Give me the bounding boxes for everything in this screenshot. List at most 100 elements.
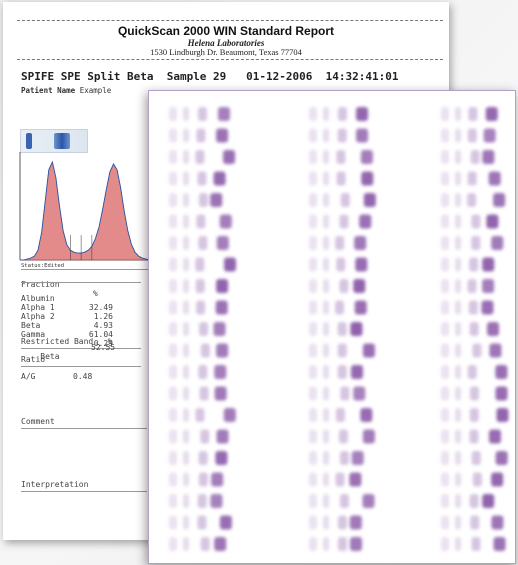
gel-band [441,171,449,186]
gel-band [455,171,461,186]
fraction-value: 4.93 [93,321,113,330]
gel-band [362,429,375,444]
gel-band [441,451,449,465]
gel-band [339,451,349,465]
gel-band [323,386,329,401]
gel-band [309,279,317,293]
patient-name-value: Example [79,86,112,95]
gel-band [309,386,317,401]
table-row: Beta 61.04 [21,312,113,348]
gel-band [309,322,317,336]
gel-band [215,451,228,465]
gel-band [309,107,317,121]
restricted-band-title: Restricted Band [21,337,94,346]
gel-band [54,133,70,149]
gel-band [441,128,449,143]
gel-band [198,236,208,250]
gel-band [169,171,177,186]
gel-band [323,107,329,121]
ratio-divider [21,366,141,367]
gel-band [335,300,345,315]
gel-band [483,128,496,143]
gel-band [309,515,317,530]
gel-band [360,408,373,422]
gel-band [195,279,205,293]
fraction-table-header: Fraction % [21,271,98,307]
gel-band [469,429,479,444]
gel-band [467,171,477,186]
gel-band [200,343,210,358]
gel-band [195,257,205,272]
fraction-value: 0.29 [93,339,113,348]
restricted-beta-label: Beta [40,352,60,361]
gel-band [350,537,363,551]
gel-band [441,236,449,250]
gel-band [441,515,449,530]
gel-band [323,365,329,379]
gel-band [200,537,210,551]
gel-band [323,322,329,336]
gel-band [441,429,449,444]
gel-band [455,451,461,465]
gel-band [491,236,504,250]
gel-band [169,107,177,121]
gel-band [183,236,189,250]
gel-band [323,300,329,315]
gel-band [354,300,367,315]
gel-band [455,515,461,530]
fraction-name: Gamma [21,330,46,339]
gel-band [337,322,347,336]
gel-band [309,214,317,229]
gel-band [169,150,177,164]
gel-band [183,128,189,143]
gel-band [309,408,317,422]
gel-band [455,236,461,250]
gel-band [362,494,375,508]
table-row: Alpha 2 4.93 [21,303,113,339]
gel-band [340,386,350,401]
gel-band [469,494,479,508]
gel-band [487,322,500,336]
gel-band [198,193,208,207]
gel-band [309,236,317,250]
gel-band [309,171,317,186]
gel-band [336,171,346,186]
gel-band [216,343,229,358]
gel-band [353,279,366,293]
gel-band [472,472,482,487]
gel-band [356,107,369,121]
gel-band [169,386,177,401]
gel-band [488,429,501,444]
gel-band [455,257,461,272]
gel-band [183,494,189,508]
gel-band [441,214,449,229]
gel-band [493,537,506,551]
status-divider [21,269,149,270]
gel-band [335,472,345,487]
gel-band [183,343,189,358]
gel-band [482,494,495,508]
gel-band [455,300,461,315]
gel-band [211,472,224,487]
gel-band [213,171,226,186]
gel-band [199,322,209,336]
sample-header: SPIFE SPE Split Beta Sample 29 01-12-200… [21,70,399,83]
interpretation-label: Interpretation [21,480,89,489]
gel-band [183,171,189,186]
gel-band [441,537,449,551]
ratio-label: Ratio [21,355,46,364]
gel-band [198,451,208,465]
trace-curve [20,160,153,261]
gel-band [214,386,227,401]
gel-band [467,193,477,207]
restricted-divider [21,348,141,349]
gel-band [455,537,461,551]
gel-band [467,365,477,379]
gel-band [337,343,347,358]
gel-band [489,343,502,358]
fraction-name: Alpha 1 [21,303,55,312]
patient-name-label: Patient Name [21,86,76,95]
gel-band [471,236,481,250]
fraction-value: 61.04 [88,330,113,339]
gel-band [214,365,227,379]
